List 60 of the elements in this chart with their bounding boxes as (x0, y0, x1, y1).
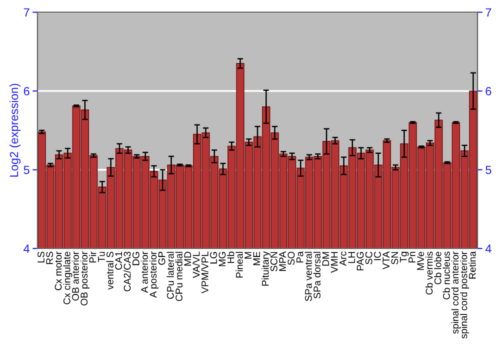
x-tick-label: SN (391, 252, 398, 264)
x-tick-label: Cb nucleus (442, 252, 450, 300)
x-tick-label: Cb vermis (426, 252, 433, 295)
x-tick-label: Cb lobe (434, 252, 442, 284)
y-tick-label: 4 (24, 244, 30, 253)
x-tick-label: GP (158, 252, 166, 265)
x-tick-label: CPu medial (175, 252, 182, 302)
x-tick-label: SCN (270, 252, 278, 272)
x-tick-label: VPM/VPL (201, 252, 208, 294)
x-tick-label: M (244, 252, 252, 259)
x-tick-label: SO (288, 252, 295, 265)
x-tick-label: IC (374, 252, 381, 260)
x-tick-label: OB anterior (72, 251, 79, 301)
x-tick-label: DG (132, 252, 140, 266)
x-tick-label: CA2/CA3 (124, 252, 131, 292)
x-tick-label: Pineal (236, 252, 243, 278)
x-tick-label: DM (322, 252, 330, 266)
x-tick-label: LS (38, 252, 44, 262)
x-tick-label: A anterior (140, 251, 148, 293)
x-tick-label: SPa ventral (304, 252, 312, 302)
x-tick-label: Pir (89, 251, 96, 262)
x-tick-label: spinal cord anterior (451, 251, 460, 334)
y2-tick-label: 7 (486, 8, 492, 17)
y2-tick-label: 4 (485, 244, 492, 253)
x-tick-label: CA1 (115, 252, 122, 270)
x-tick-label: ventral S (106, 252, 114, 290)
x-tick-label: RS (46, 252, 54, 264)
x-tick-label: Pn (408, 252, 416, 262)
x-tick-label: MG (218, 252, 226, 266)
x-tick-label: ME (253, 252, 260, 266)
y-tick-label: 7 (24, 8, 30, 17)
x-tick-label: MPA (279, 251, 286, 271)
x-tick-label: Tu (98, 252, 105, 262)
x-tick-label: VMH (330, 252, 338, 273)
x-tick-label: A posterior (149, 251, 158, 298)
x-tick-label: PAG (356, 252, 364, 270)
x-tick-label: VA/VL (192, 252, 200, 278)
x-tick-label: Tg (400, 252, 409, 262)
y2-tick-label: 6 (486, 87, 492, 96)
x-tick-label: Cx cingulate (63, 252, 72, 304)
x-tick-label: spinal cord posterior (460, 251, 470, 339)
x-tick-label: Retina (468, 251, 476, 279)
y-tick-label: 6 (24, 87, 30, 96)
x-tick-label: VTA (382, 251, 390, 270)
x-tick-label: SC (365, 252, 372, 264)
x-tick-label: LH (348, 252, 355, 263)
x-tick-label: MD (184, 252, 191, 266)
x-tick-label: OB posterior (80, 251, 90, 306)
x-tick-label: Cx motor (54, 251, 62, 290)
y2-tick-label: 5 (486, 166, 492, 174)
x-tick-label: CPu lateral (166, 252, 174, 299)
x-tick-label: LG (210, 252, 217, 264)
y-axis-title: Log2 (expression) (10, 84, 21, 177)
x-tick-label: Pituitary (262, 251, 271, 286)
x-tick-label: SPa dorsal (313, 252, 320, 298)
x-tick-label: Pa (296, 251, 304, 262)
x-tick-label: Arc (340, 252, 346, 266)
y-tick-label: 5 (24, 166, 30, 174)
x-tick-label: Hb (227, 252, 234, 263)
x-tick-label: MVe (417, 252, 424, 270)
